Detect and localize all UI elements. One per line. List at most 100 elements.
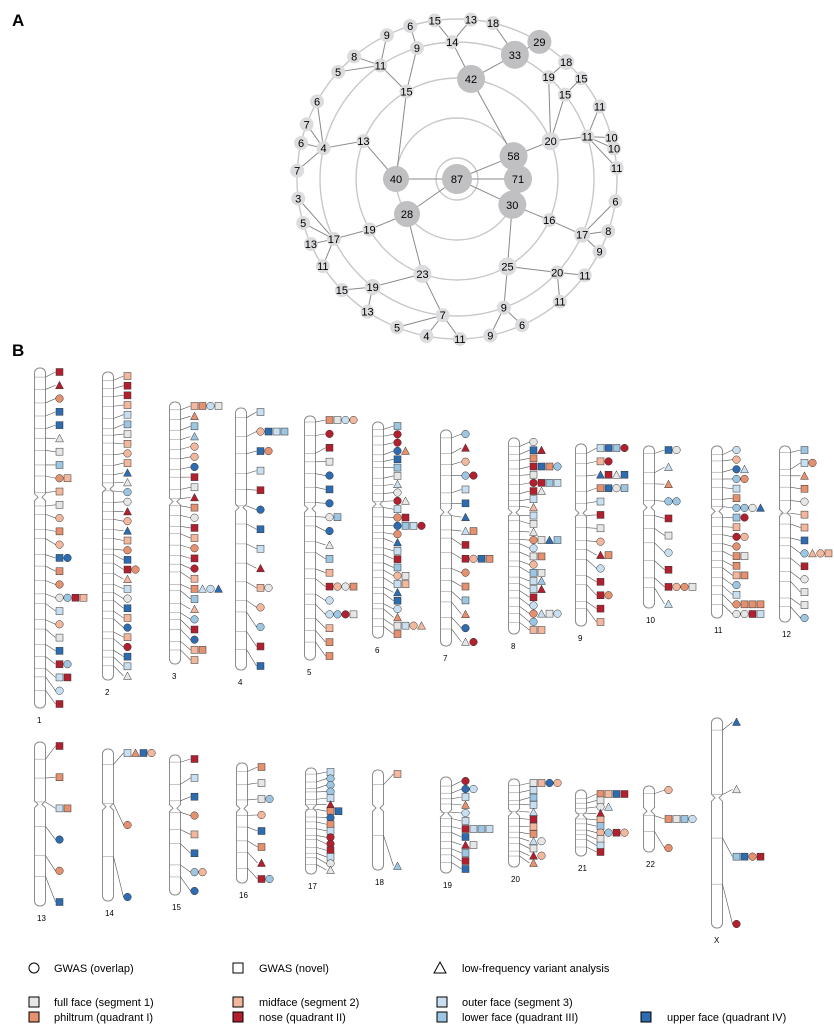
marker-connector <box>45 745 56 760</box>
marker-connector <box>246 450 257 455</box>
marker-connector <box>180 649 191 661</box>
node-level3: 17 <box>326 232 341 247</box>
variant-circle <box>732 581 741 590</box>
variant-triangle <box>257 858 266 867</box>
variant-triangle <box>393 587 402 597</box>
variant-square <box>596 578 605 586</box>
variant-circle <box>325 471 334 480</box>
variant-square <box>461 582 470 591</box>
variant-square <box>732 571 741 580</box>
edge <box>406 47 418 92</box>
variant-square <box>55 567 64 575</box>
marker-connector <box>451 489 462 494</box>
node-level4-circle <box>604 130 619 145</box>
chromosome-X-body <box>711 717 723 929</box>
variant-triangle <box>529 807 538 816</box>
marker-connector <box>246 489 257 491</box>
legend-circle-icon <box>28 962 40 974</box>
marker-connector <box>113 610 124 619</box>
variant-square <box>800 446 809 454</box>
marker-connector <box>654 815 665 820</box>
marker-connector <box>113 665 124 677</box>
node-level4-label: 8 <box>605 226 611 238</box>
node-level3-label: 11 <box>375 60 386 72</box>
node-level4-label: 11 <box>454 334 465 346</box>
marker-connector <box>180 466 191 470</box>
variant-square <box>620 790 629 798</box>
variant-square <box>664 531 673 540</box>
node-level4-circle <box>290 163 305 178</box>
node-level2: 19 <box>362 222 377 237</box>
variant-square <box>604 444 613 452</box>
variant-square <box>529 844 538 853</box>
variant-square <box>800 601 809 609</box>
marker-connector <box>654 449 665 454</box>
variant-square <box>732 852 741 861</box>
marker-connector <box>113 501 124 503</box>
marker-connector <box>180 446 191 450</box>
node-level4: 3 <box>291 191 306 206</box>
node-level2-label: 15 <box>400 87 412 99</box>
marker-connector <box>586 461 597 464</box>
variant-circle <box>190 452 199 461</box>
variant-square <box>123 662 132 671</box>
node-level4: 6 <box>515 318 530 333</box>
marker-connector <box>383 626 394 635</box>
node-level2-circle <box>498 257 517 276</box>
marker-connector <box>451 832 462 838</box>
variant-square <box>800 562 809 571</box>
node-level4-label: 3 <box>295 193 301 205</box>
marker-connector <box>654 542 665 553</box>
variant-circle <box>553 609 562 618</box>
variant-square <box>325 457 334 466</box>
marker-connector <box>722 534 733 538</box>
variant-square <box>545 609 554 618</box>
marker-connector <box>315 447 326 454</box>
variant-square <box>349 582 358 591</box>
variant-square <box>529 793 538 802</box>
variant-triangle <box>123 574 132 583</box>
node-level3-circle <box>373 58 388 73</box>
variant-square <box>198 402 207 410</box>
chromosome-4-body <box>235 407 247 671</box>
variant-triangle <box>393 537 402 547</box>
centromere <box>234 503 248 512</box>
variant-circle <box>190 564 199 573</box>
variant-circle <box>461 457 470 466</box>
variant-square <box>529 626 538 634</box>
variant-square <box>596 816 605 824</box>
node-level4-circle <box>485 16 500 31</box>
marker-connector <box>247 782 258 785</box>
chromosome-15: 15 <box>168 754 207 912</box>
marker-connector <box>383 586 394 593</box>
variant-circle <box>325 596 334 605</box>
variant-circle <box>341 415 350 425</box>
marker-connector <box>383 593 394 601</box>
marker-connector <box>654 560 665 571</box>
variant-circle <box>732 455 741 464</box>
marker-connector <box>722 506 733 509</box>
variant-square <box>256 408 265 416</box>
chromosome-19: 19 <box>439 776 494 890</box>
node-level2-label: 23 <box>416 269 428 281</box>
marker-connector <box>113 548 124 551</box>
variant-circle <box>198 868 207 877</box>
chromosome-label: 21 <box>578 864 587 873</box>
marker-connector <box>45 371 56 378</box>
variant-triangle <box>190 411 199 420</box>
marker-connector <box>383 577 394 585</box>
variant-square <box>393 422 402 430</box>
variant-square <box>529 585 538 593</box>
variant-square <box>190 473 199 481</box>
variant-circle <box>55 394 64 403</box>
marker-connector <box>247 840 258 848</box>
variant-circle <box>732 542 741 551</box>
centromere <box>710 507 724 516</box>
marker-connector <box>790 597 801 606</box>
chromosome-3: 3 <box>168 401 223 681</box>
variant-square <box>469 527 478 535</box>
chromosome-label: 7 <box>443 654 448 663</box>
marker-connector <box>246 470 257 475</box>
centromere <box>304 803 318 813</box>
